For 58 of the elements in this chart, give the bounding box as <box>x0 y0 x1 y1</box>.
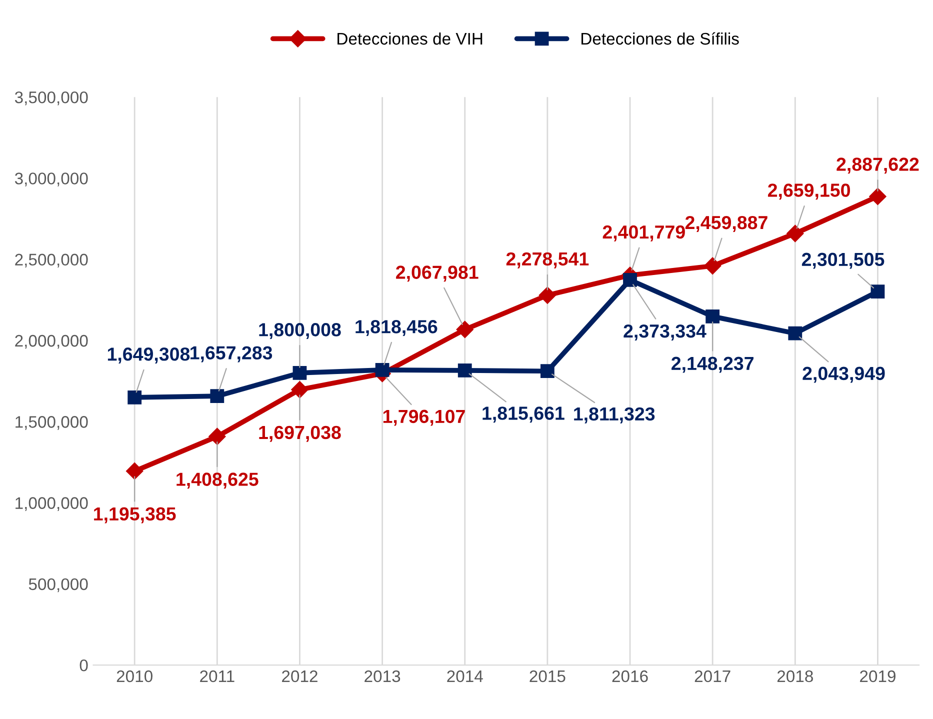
point <box>788 326 802 340</box>
data-label: 1,815,661 <box>482 406 564 423</box>
data-label: 1,408,625 <box>176 472 258 489</box>
data-label: 1,649,308 <box>108 348 190 364</box>
data-label: 2,401,779 <box>602 225 685 242</box>
point <box>623 272 637 287</box>
y-tick-label: 500,000 <box>28 578 88 592</box>
y-tick-label: 2,500,000 <box>15 254 88 268</box>
point <box>128 390 142 404</box>
x-tick-label: 2012 <box>282 670 318 682</box>
x-tick-label: 2017 <box>694 670 730 682</box>
data-label: 2,887,622 <box>836 158 919 174</box>
data-label: 2,301,505 <box>802 252 884 269</box>
point <box>458 363 472 378</box>
data-label: 2,067,981 <box>396 266 478 282</box>
data-label: 1,818,456 <box>356 320 438 336</box>
x-tick-label: 2011 <box>200 670 234 682</box>
data-label: 2,043,949 <box>802 366 885 383</box>
point <box>456 320 474 338</box>
data-label: 1,800,008 <box>259 323 341 340</box>
data-label: 1,657,283 <box>190 346 272 362</box>
legend-label: Detecciones de VIH <box>338 32 482 45</box>
point <box>540 364 554 378</box>
x-tick-label: 2013 <box>364 670 400 682</box>
data-label: 2,373,334 <box>624 324 706 340</box>
y-tick-label: 1,500,000 <box>16 416 88 430</box>
point <box>208 428 226 446</box>
data-label: 2,278,541 <box>506 252 589 268</box>
x-tick-label: 2015 <box>530 670 566 682</box>
point <box>870 284 885 299</box>
x-tick-label: 2019 <box>860 670 896 682</box>
point <box>538 286 556 304</box>
x-tick-label: 2018 <box>777 670 813 682</box>
point <box>291 381 308 398</box>
data-label: 2,659,150 <box>768 184 850 200</box>
x-tick-label: 2010 <box>116 670 152 682</box>
y-tick-label: 3,000,000 <box>14 172 88 186</box>
data-label: 2,148,237 <box>672 356 754 373</box>
point <box>706 309 720 324</box>
point <box>292 366 307 380</box>
point <box>869 188 886 205</box>
point <box>704 257 722 274</box>
x-tick-label: 2014 <box>447 670 483 682</box>
point <box>375 363 390 377</box>
data-label: 1,796,107 <box>383 410 465 426</box>
y-tick-label: 3,500,000 <box>14 91 88 106</box>
y-tick-label: 1,000,000 <box>16 497 88 511</box>
data-label: 1,195,385 <box>94 507 176 524</box>
point <box>210 389 224 404</box>
point <box>126 462 144 480</box>
x-tick-label: 2016 <box>612 670 648 682</box>
y-tick-label: 0 <box>80 659 88 672</box>
point <box>786 224 804 242</box>
legend-label: Detecciones de Sífilis <box>582 32 739 45</box>
data-label: 2,459,887 <box>685 216 768 232</box>
data-label: 1,811,323 <box>574 407 655 424</box>
y-tick-label: 2,000,000 <box>15 334 88 349</box>
data-label: 1,697,038 <box>259 426 341 442</box>
